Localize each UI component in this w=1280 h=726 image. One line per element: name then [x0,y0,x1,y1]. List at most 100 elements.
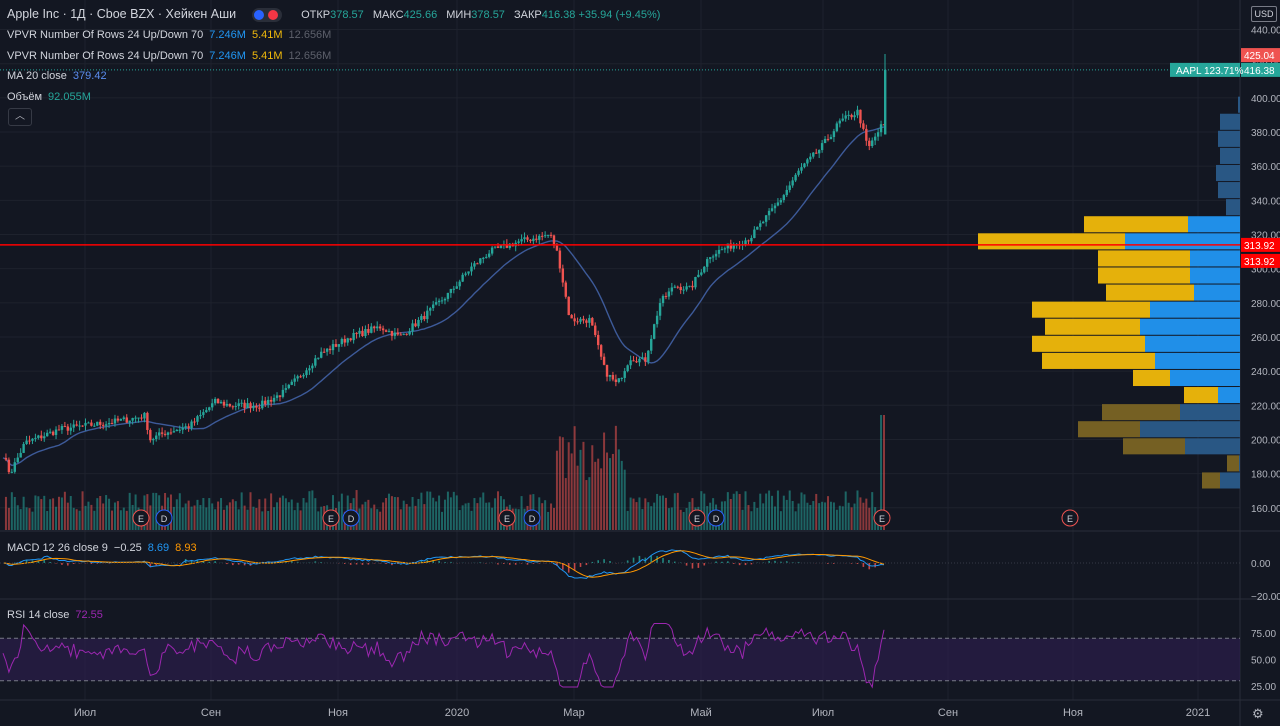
event-marker [873,509,891,527]
macd-hist-bar [508,563,511,565]
candle-body [535,238,538,240]
candle-body [871,140,874,147]
candle-body [493,246,497,248]
volume-bar [435,501,438,530]
macd-hist-bar [632,557,635,563]
candle-body [317,357,320,359]
candle-body [461,274,464,282]
macd-hist-bar [715,561,717,563]
volume-bar [429,491,432,530]
candle-body [187,426,190,429]
vpvr-row-up [1045,318,1140,335]
macd-hist-bar [420,560,423,563]
volume-bar [382,502,385,530]
volume-bar [7,507,10,530]
legend-rsi[interactable]: RSI 14 close 72.55 [7,608,103,622]
candle-body [579,318,582,322]
volume-bar [570,453,573,530]
macd-hist-bar [243,563,246,566]
candle-body [817,150,821,154]
volume-bar [653,502,656,530]
legend-ma[interactable]: MA 20 close 379.42 [7,69,107,83]
candle-body [272,397,276,402]
compare-toggle[interactable] [251,7,282,22]
gear-icon[interactable]: ⚙ [1252,706,1264,721]
time-tick-label: Июл [74,707,96,719]
volume-bar [818,503,821,530]
price-tick-label: 200.00 [1251,435,1280,446]
symbol-tag: AAPL 123.71% [1176,66,1244,77]
candle-body [4,457,8,460]
price-tick-label: 240.00 [1251,367,1280,378]
candle-body [43,436,46,439]
symbol-title[interactable]: Apple Inc · 1Д · Cboe BZX · Хейкен Аши [7,7,237,21]
macd-hist-bar [90,563,93,565]
time-tick-label: Сен [938,707,958,719]
candle-body [856,109,859,116]
rsi-label: RSI 14 close [7,609,70,621]
candle-body [800,167,803,171]
candle-body [190,421,193,429]
volume-bar [10,492,13,530]
volume-bar [544,500,547,530]
volume-bar [299,510,302,530]
volume-bar [776,490,779,530]
candle-body [426,310,429,320]
hline-price-tag-2-bg [1241,253,1280,268]
volume-bar [249,492,252,530]
candle-body [22,443,25,453]
candle-body [753,229,756,238]
volume-bar [152,492,155,530]
volume-bar [547,511,550,530]
volume-bar [72,507,75,530]
candle-body [691,285,694,288]
candle-body [216,398,220,404]
vpvr-row-up [1078,421,1140,438]
macd-hist-bar [25,559,28,563]
candle-body [249,403,252,409]
vpvr-label: VPVR Number Of Rows 24 Up/Down 70 [7,50,204,62]
candle-body [355,332,358,334]
candle-body [496,246,500,248]
volume-bar [149,505,152,530]
volume-bar [364,501,367,530]
candle-body [137,417,140,419]
volume-bar [311,490,314,530]
volume-bar [859,497,862,530]
volume-bar [461,505,464,530]
volume-bar [762,503,765,530]
ohlc-readout: ОТКР378.57 МАКС425.66 МИН378.57 ЗАКР416.… [295,9,660,21]
volume-bar [482,492,485,530]
toggle-dot-red [267,9,278,20]
volume-bar [22,496,25,530]
volume-bar [470,510,473,530]
candle-body [7,459,11,473]
volume-bar [670,507,673,530]
time-tick-label: Май [690,707,712,719]
collapse-legend-button[interactable]: ︿ [8,108,32,126]
candle-body [343,338,346,343]
volume-bar [287,502,290,530]
chart-header: Apple Inc · 1Д · Cboe BZX · Хейкен Аши О… [7,7,660,22]
candle-body [196,416,199,422]
candle-body [788,185,791,190]
volume-bar [267,510,270,530]
legend-macd[interactable]: MACD 12 26 close 9 −0.25 8.69 8.93 [7,541,197,555]
vpvr-row-up [1123,438,1185,455]
volume-bar [747,505,750,530]
candle-body [63,426,67,428]
candle-body [99,421,102,425]
event-marker [132,509,150,527]
candle-body [19,452,22,458]
legend-vpvr-1[interactable]: VPVR Number Of Rows 24 Up/Down 70 7.246M 5… [7,28,331,42]
currency-button[interactable]: USD [1251,6,1277,22]
candle-body [131,417,134,421]
candle-body [470,266,473,272]
candle-body [305,370,308,376]
legend-volume[interactable]: Объём 92.055M [7,90,91,104]
volume-bar [417,498,420,530]
legend-vpvr-2[interactable]: VPVR Number Of Rows 24 Up/Down 70 7.246M 5… [7,49,331,63]
volume-bar [611,453,614,530]
volume-bar [552,507,555,530]
